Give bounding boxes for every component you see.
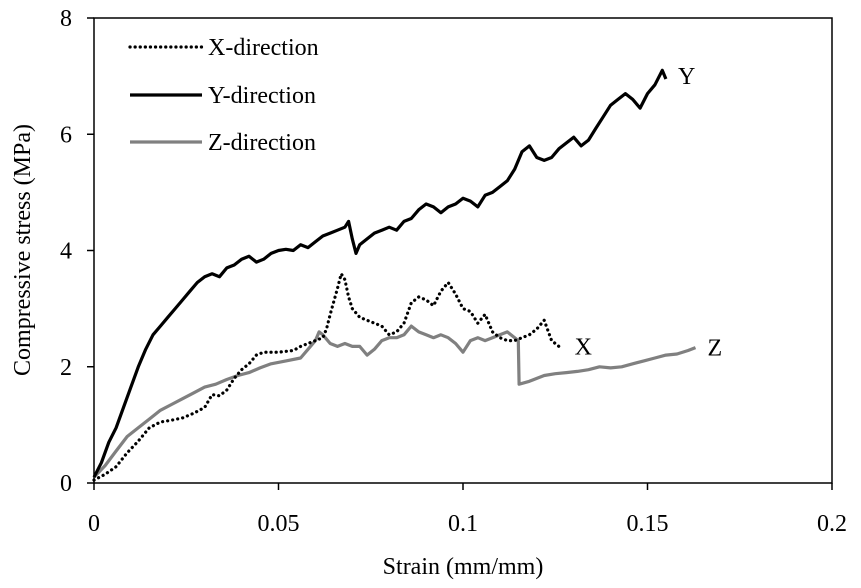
series-line-z — [92, 324, 697, 479]
y-tick-label: 2 — [60, 355, 72, 381]
x-tick-label: 0.15 — [627, 511, 669, 537]
y-tick-label: 8 — [60, 6, 72, 32]
legend: X-direction Y-direction Z-direction — [128, 35, 319, 156]
series-end-label-z: Z — [707, 336, 722, 362]
series-layer — [92, 68, 697, 482]
series-end-label-x: X — [575, 334, 592, 360]
x-tick-label: 0 — [88, 511, 100, 537]
x-tick-label: 0.2 — [817, 511, 847, 537]
y-axis-title: Compressive stress (MPa) — [10, 124, 36, 376]
series-line-x — [92, 272, 565, 482]
y-tick-label: 4 — [60, 239, 72, 265]
plot-frame — [93, 17, 833, 484]
series-end-label-y: Y — [678, 64, 695, 90]
legend-label-x: X-direction — [208, 35, 319, 61]
legend-label-y: Y-direction — [208, 83, 316, 109]
y-tick-label: 6 — [60, 122, 72, 148]
x-axis-title: Strain (mm/mm) — [383, 554, 544, 580]
legend-label-z: Z-direction — [208, 130, 316, 156]
axis-ticks: 0 0.05 0.1 0.15 0.2 0 2 4 6 8 — [60, 6, 847, 537]
y-tick-label: 0 — [60, 471, 72, 497]
x-tick-label: 0.05 — [258, 511, 300, 537]
series-line-y — [92, 68, 668, 478]
x-tick-label: 0.1 — [448, 511, 478, 537]
series-end-labels: X Y Z — [575, 64, 723, 362]
